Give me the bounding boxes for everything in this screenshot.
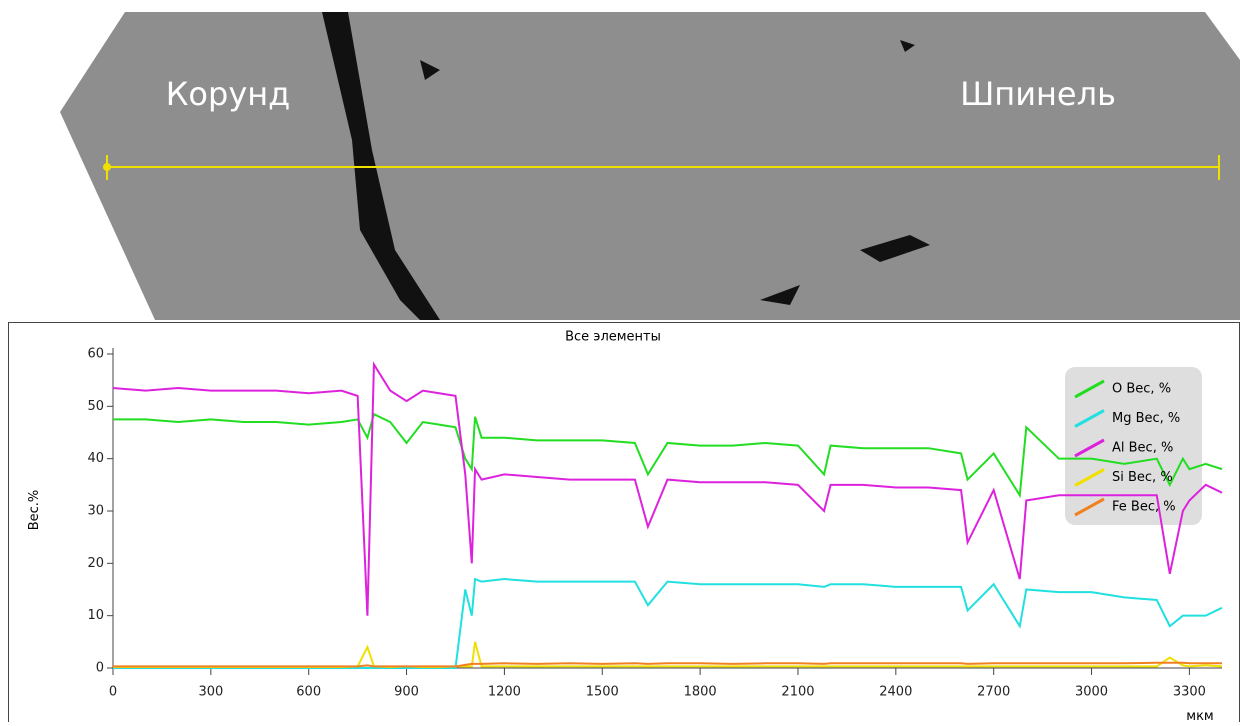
crack (322, 12, 440, 320)
x-tick-label: 300 (198, 685, 223, 700)
legend-label: Fe Вес, % (1112, 500, 1176, 515)
y-tick-label: 0 (96, 661, 104, 676)
legend-swatch (1074, 497, 1105, 517)
y-tick-label: 10 (87, 608, 104, 623)
x-tick-label: 900 (394, 685, 419, 700)
legend-box (1065, 367, 1202, 525)
y-tick-label: 50 (87, 399, 104, 414)
x-tick-label: 2100 (781, 685, 814, 700)
legend-swatch (1074, 379, 1105, 399)
x-tick-label: 1200 (488, 685, 521, 700)
chart-title: Все элементы (565, 330, 661, 345)
x-tick-label: 1500 (586, 685, 619, 700)
x-tick-label: 3300 (1173, 685, 1206, 700)
x-tick-label: 2700 (977, 685, 1010, 700)
x-tick-label: 0 (109, 685, 117, 700)
legend-swatch (1074, 409, 1105, 428)
legend-label: Al Вес, % (1112, 441, 1173, 456)
legend-label: Mg Вес, % (1112, 411, 1180, 426)
series-line (113, 661, 1222, 668)
y-tick-label: 40 (87, 451, 104, 466)
legend-label: Si Вес, % (1112, 470, 1173, 485)
scan-start (103, 163, 111, 171)
series-line (113, 641, 1223, 668)
x-tick-label: 3000 (1075, 685, 1108, 700)
legend-label: O Вес, % (1112, 382, 1171, 397)
y-tick-label: 60 (87, 347, 104, 362)
phase-label: Корунд (166, 75, 291, 113)
y-tick-label: 30 (87, 504, 104, 519)
legend-swatch (1074, 468, 1105, 487)
x-tick-label: 600 (296, 685, 321, 700)
x-axis-label: мкм (1186, 709, 1213, 722)
legend-swatch (1074, 438, 1105, 458)
y-axis-label: Вес.% (27, 490, 42, 531)
y-tick-label: 20 (87, 556, 104, 571)
phase-label: Шпинель (960, 75, 1116, 113)
x-tick-label: 1800 (684, 685, 717, 700)
series-line (112, 361, 1223, 616)
micrograph: Корунд Шпинель (60, 12, 1240, 320)
series-line (113, 577, 1223, 669)
chart-panel (8, 322, 1240, 723)
x-tick-label: 2400 (879, 685, 912, 700)
